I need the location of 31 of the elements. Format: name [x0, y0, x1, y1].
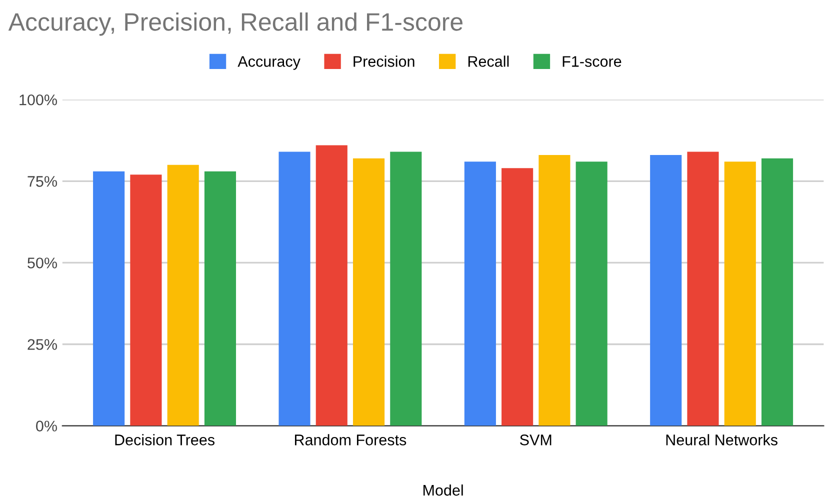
bar [390, 152, 422, 426]
bar [538, 155, 570, 426]
bar [464, 162, 496, 426]
legend-label: Precision [354, 56, 414, 67]
bar [650, 155, 682, 426]
bar [130, 174, 162, 426]
x-tick-label: SVM [520, 434, 552, 446]
bar [502, 168, 534, 426]
bar [93, 171, 125, 426]
bar [687, 152, 719, 426]
legend-label: Accuracy [238, 56, 300, 70]
bar [761, 158, 794, 426]
chart-title: Accuracy, Precision, Recall and F1-score [8, 12, 462, 36]
y-tick-label: 50% [28, 258, 57, 268]
y-tick-label: 100% [20, 94, 57, 106]
x-axis-title: Model [423, 484, 463, 496]
bar [576, 162, 608, 426]
bar [278, 152, 310, 426]
x-tick-label: Decision Trees [115, 434, 214, 446]
bar [167, 164, 199, 426]
x-tick-label: Neural Networks [666, 434, 778, 446]
y-tick-label: 75% [28, 176, 57, 187]
y-tick-label: 0% [36, 420, 57, 432]
bar [204, 171, 236, 426]
legend-label: F1-score [562, 56, 622, 67]
y-tick-label: 25% [28, 339, 57, 350]
bar [724, 162, 756, 426]
bar [352, 158, 385, 426]
legend-label: Recall [468, 56, 509, 67]
bar [316, 145, 348, 426]
x-tick-label: Random Forests [294, 434, 406, 446]
